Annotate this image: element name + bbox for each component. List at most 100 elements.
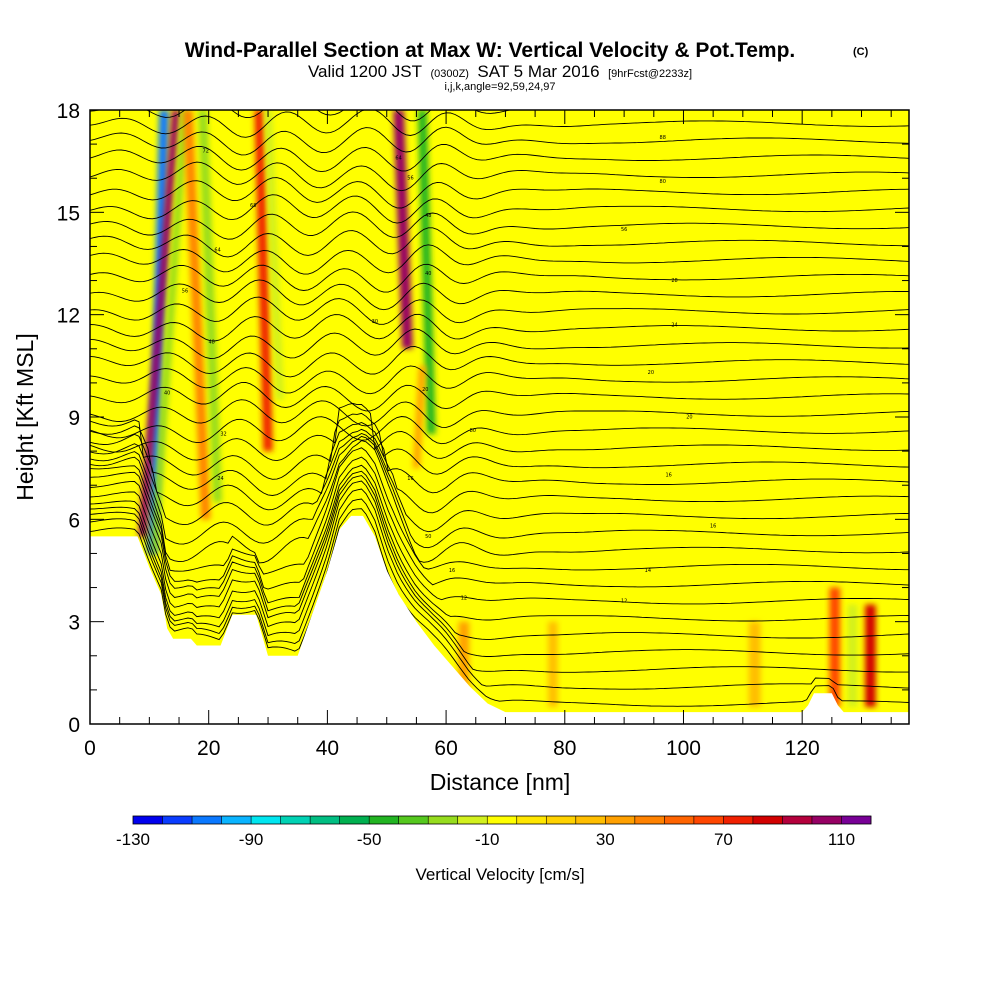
subtitle-valid: Valid 1200 JST bbox=[308, 62, 422, 81]
isentrope-line bbox=[90, 382, 909, 412]
y-axis-label: Height [Kft MSL] bbox=[12, 333, 38, 500]
colorbar-tick-label: -50 bbox=[357, 830, 382, 849]
isentrope-line bbox=[90, 433, 909, 533]
isentrope-label: 14 bbox=[645, 568, 651, 574]
isentrope-line bbox=[90, 435, 909, 549]
velocity-feature bbox=[269, 553, 303, 639]
isentrope-line bbox=[90, 279, 909, 311]
isentrope-label: 12 bbox=[621, 599, 627, 605]
y-tick-label: 12 bbox=[57, 305, 80, 328]
velocity-feature bbox=[829, 587, 841, 707]
colorbar-tick-label: -90 bbox=[239, 830, 264, 849]
velocity-feature bbox=[548, 621, 558, 707]
colorbar-swatch bbox=[280, 816, 311, 824]
y-tick-label: 6 bbox=[68, 509, 80, 532]
isentrope-line bbox=[90, 422, 909, 496]
colorbar-swatch bbox=[811, 816, 842, 824]
isentrope-line bbox=[90, 161, 909, 192]
isentrope-label: 24 bbox=[671, 322, 677, 328]
x-tick-label: 40 bbox=[316, 737, 339, 760]
isentrope-label: 64 bbox=[395, 155, 401, 161]
isentrope-line bbox=[90, 211, 909, 240]
colorbar-swatch bbox=[398, 816, 429, 824]
colorbar-swatch bbox=[723, 816, 754, 824]
isentrope-line bbox=[90, 412, 909, 480]
colorbar-swatch bbox=[516, 816, 547, 824]
x-tick-label: 20 bbox=[197, 737, 220, 760]
isentrope-line bbox=[90, 177, 909, 209]
isentrope-line bbox=[90, 313, 909, 342]
subtitle-utc: (0300Z) bbox=[430, 68, 469, 80]
colorbar-swatch bbox=[605, 816, 636, 824]
isentrope-label: 32 bbox=[220, 432, 226, 438]
colorbar-tick-label: -10 bbox=[475, 830, 500, 849]
colorbar-swatch bbox=[487, 816, 518, 824]
isentrope-label: 20 bbox=[422, 387, 428, 393]
colorbar-swatch bbox=[251, 816, 281, 824]
isentrope-label: 20 bbox=[648, 370, 654, 376]
colorbar-tick-label: 30 bbox=[596, 830, 615, 849]
colorbar-swatch bbox=[664, 816, 695, 824]
isentrope-line bbox=[90, 470, 909, 622]
plot-area: 72 68 64 56 48 40 32 24 64 56 48 40 30 20 80 16 50 16 12 88… bbox=[90, 110, 909, 724]
isentrope-line bbox=[90, 428, 909, 514]
isentrope-line bbox=[90, 296, 909, 325]
isentrope-line bbox=[90, 110, 909, 138]
isentrope-line bbox=[90, 416, 909, 445]
isentrope-line bbox=[90, 488, 909, 673]
section-params: i,j,k,angle=92,59,24,97 bbox=[444, 81, 555, 93]
isentrope-line bbox=[90, 194, 909, 224]
isentrope-line bbox=[90, 227, 909, 258]
isentrope-label: 80 bbox=[470, 428, 476, 434]
y-tick-label: 0 bbox=[68, 714, 80, 737]
y-tick-label: 18 bbox=[57, 100, 80, 123]
isentrope-label: 24 bbox=[217, 476, 223, 482]
copyright-mark: (C) bbox=[853, 46, 869, 58]
colorbar-swatch bbox=[310, 816, 340, 824]
colorbar-swatch bbox=[133, 816, 163, 824]
y-tick-label: 15 bbox=[57, 202, 80, 225]
isentrope-label: 68 bbox=[250, 203, 256, 209]
isentrope-label: 12 bbox=[461, 595, 467, 601]
isentrope-label: 48 bbox=[208, 339, 214, 345]
velocity-feature bbox=[138, 110, 180, 537]
colorbar-swatch bbox=[752, 816, 783, 824]
isentrope-label: 16 bbox=[665, 472, 671, 478]
isentrope-label: 20 bbox=[686, 415, 692, 421]
velocity-feature bbox=[748, 621, 761, 707]
isentrope-label: 72 bbox=[203, 148, 209, 154]
isentrope-label: 28 bbox=[671, 278, 677, 284]
isentrope-line bbox=[90, 328, 909, 359]
isentrope-label: 16 bbox=[449, 568, 455, 574]
colorbar-swatch bbox=[428, 816, 459, 824]
isentrope-label: 16 bbox=[710, 524, 716, 530]
isentrope-label: 64 bbox=[214, 247, 220, 253]
isentrope-label: 40 bbox=[425, 271, 431, 277]
isentrope-label: 40 bbox=[164, 391, 170, 397]
isentrope-line bbox=[90, 464, 909, 605]
colorbar-tick-label: 110 bbox=[828, 830, 855, 849]
colorbar-swatch bbox=[841, 816, 872, 824]
subtitle-date: SAT 5 Mar 2016 bbox=[477, 62, 599, 81]
isentrope-label: 56 bbox=[407, 176, 413, 182]
isentrope-line bbox=[90, 346, 909, 378]
colorbar-swatch bbox=[575, 816, 606, 824]
isentrope-label: 16 bbox=[407, 476, 413, 482]
velocity-feature bbox=[183, 110, 211, 520]
colorbar-swatch bbox=[546, 816, 577, 824]
isentrope-line bbox=[90, 475, 909, 640]
isentrope-line bbox=[90, 143, 909, 173]
isentrope-line bbox=[90, 447, 909, 575]
isentrope-line bbox=[90, 402, 909, 462]
y-tick-label: 9 bbox=[68, 407, 80, 430]
isentrope-label: 50 bbox=[425, 534, 431, 540]
velocity-field bbox=[138, 110, 876, 707]
velocity-feature bbox=[656, 144, 672, 315]
chart-subtitle: Valid 1200 JST (0300Z) SAT 5 Mar 2016 [9… bbox=[308, 62, 692, 81]
isentrope-label: 80 bbox=[660, 179, 666, 185]
terrain-mask bbox=[90, 515, 909, 724]
colorbar-tick-label: -130 bbox=[116, 830, 150, 849]
isentrope-line bbox=[90, 480, 909, 657]
velocity-feature bbox=[784, 110, 796, 315]
colorbar-swatch bbox=[369, 816, 399, 824]
